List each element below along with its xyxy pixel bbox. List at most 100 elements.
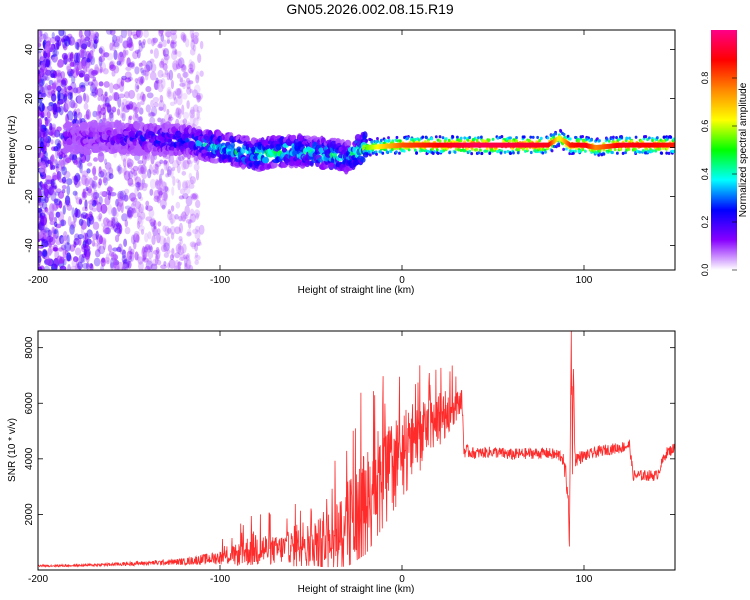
spectrogram-noise-cell xyxy=(165,160,170,172)
spectrogram-noise-cell xyxy=(123,263,127,268)
spectrogram-core-cell xyxy=(558,135,560,141)
spectrogram-noise-cell xyxy=(45,138,51,148)
spectrogram-noise-cell xyxy=(190,39,195,50)
spectrogram-noise-cell xyxy=(38,250,43,258)
spectrogram-ridge-cell xyxy=(395,150,398,154)
spectrogram-noise-cell xyxy=(194,229,201,240)
spectrogram-ridge-cell xyxy=(496,136,500,140)
spectrogram-noise-cell xyxy=(164,225,170,237)
spectrogram-noise-cell xyxy=(120,30,128,39)
spectrogram-core-cell xyxy=(636,142,639,148)
spectrogram-noise-cell xyxy=(149,178,156,190)
spectrogram-noise-cell xyxy=(196,109,200,120)
spectrogram-noise-cell xyxy=(110,252,117,261)
spectrogram-noise-cell xyxy=(51,93,57,102)
spectrogram-noise-cell xyxy=(45,135,52,144)
spectrogram-noise-cell xyxy=(118,224,123,235)
spectrogram-noise-cell xyxy=(86,57,91,63)
spectrogram-noise-cell xyxy=(136,253,140,262)
spectrogram-noise-cell xyxy=(184,205,190,217)
spectrogram-noise-cell xyxy=(123,165,127,176)
spectrogram-noise-cell xyxy=(94,86,98,95)
spectrogram-core-cell xyxy=(644,142,646,148)
spectrogram-core-cell xyxy=(597,144,600,150)
spectrogram-noise-cell xyxy=(50,73,56,78)
spectrogram-noise-cell xyxy=(127,177,134,186)
spectrogram-noise-cell xyxy=(122,40,130,49)
spectrogram-ridge-cell xyxy=(438,135,442,139)
spectrogram-noise-cell xyxy=(77,94,83,105)
spectrogram-ridge-cell xyxy=(488,151,492,155)
spectrogram-core-cell xyxy=(608,143,610,149)
spectrogram-noise-cell xyxy=(155,77,159,84)
spectrogram-noise-cell xyxy=(181,180,188,189)
spectrogram-noise-cell xyxy=(85,254,90,263)
spectrogram-noise-cell xyxy=(126,157,132,166)
spectrogram-ridge-cell xyxy=(645,147,649,151)
spectrogram-noise-cell xyxy=(175,107,182,116)
spectrogram-noise-cell xyxy=(186,83,191,90)
spectrogram-noise-cell xyxy=(181,92,188,100)
spectrogram-ridge-cell xyxy=(568,137,572,141)
spectrogram-noise-cell xyxy=(128,255,133,263)
spectrogram-core-cell xyxy=(445,142,448,148)
spectrogram-noise-cell xyxy=(87,162,93,167)
spectrogram-noise-cell xyxy=(177,261,181,270)
spectrogram-noise-cell xyxy=(43,265,50,270)
spectrogram-noise-cell xyxy=(168,114,173,119)
spectrogram-noise-cell xyxy=(126,57,131,67)
spectrogram-core-cell xyxy=(402,142,404,148)
spectrogram-core-cell xyxy=(530,142,532,148)
spectrogram-noise-cell xyxy=(180,211,187,222)
spectrogram-noise-cell xyxy=(166,249,171,254)
spectrogram-core-cell xyxy=(479,142,481,148)
spectrogram-noise-cell xyxy=(131,207,136,214)
spectrogram-core-cell xyxy=(452,142,455,148)
spectrogram-noise-cell xyxy=(159,180,167,192)
spectrogram-noise-cell xyxy=(71,259,78,268)
spectrogram-noise-cell xyxy=(163,57,169,65)
spectrogram-noise-cell xyxy=(69,61,75,67)
spectrogram-noise-cell xyxy=(116,246,122,253)
spectrogram-core-cell xyxy=(482,142,485,148)
spectrogram-ridge-cell xyxy=(672,149,675,154)
spectrogram-core-cell xyxy=(588,143,590,149)
spectrogram-noise-cell xyxy=(80,256,86,263)
spectrogram-core-cell xyxy=(543,142,546,148)
spectrogram-core-cell xyxy=(540,142,542,148)
spectrogram-ridge-cell xyxy=(550,149,554,153)
spectrogram-noise-cell xyxy=(182,71,189,78)
spectrogram-noise-cell xyxy=(192,156,198,164)
spectrogram-core-cell xyxy=(520,142,522,148)
spectrogram-noise-cell xyxy=(138,115,143,124)
spectrogram-core-cell xyxy=(366,145,368,150)
spectrogram-core-cell xyxy=(421,142,423,148)
spectrogram-noise-cell xyxy=(177,245,185,256)
spectrogram-noise-cell xyxy=(138,62,143,67)
spectrogram-core-cell xyxy=(613,143,615,149)
spectrogram-noise-cell xyxy=(46,118,51,124)
spectrogram-noise-cell xyxy=(149,116,156,125)
spectrogram-noise-cell xyxy=(166,108,170,115)
spectrogram-noise-cell xyxy=(38,265,43,270)
spectrogram-core-cell xyxy=(428,142,430,148)
spectrogram-noise-cell xyxy=(141,182,149,188)
spectrogram-noise-cell xyxy=(189,176,196,185)
spectrogram-core-cell xyxy=(581,142,583,148)
spectrogram-noise-cell xyxy=(38,102,45,112)
spectrogram-core-cell xyxy=(513,142,516,148)
spectrogram-noise-cell xyxy=(199,40,204,50)
spectrogram-noise-cell xyxy=(100,203,108,214)
spectrogram-ridge-cell xyxy=(607,139,611,143)
spectrogram-noise-cell xyxy=(190,193,197,199)
spectrogram-noise-cell xyxy=(57,191,65,199)
spectrogram-noise-cell xyxy=(157,43,163,49)
spectrogram-noise-cell xyxy=(56,150,61,157)
spectrogram-noise-cell xyxy=(65,178,73,186)
spectrogram-ridge-cell xyxy=(572,151,575,155)
spectrogram-core-cell xyxy=(502,142,504,148)
spectrogram-noise-cell xyxy=(195,212,200,220)
spectrogram-noise-cell xyxy=(72,256,79,263)
spectrogram-noise-cell xyxy=(89,49,94,60)
spectrogram-noise-cell xyxy=(38,51,42,61)
